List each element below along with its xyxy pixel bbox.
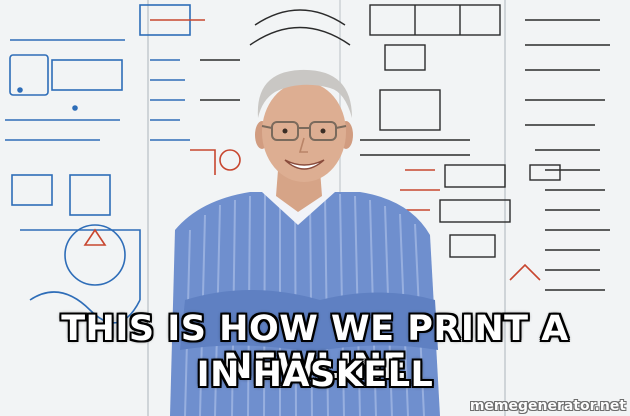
whiteboard-scribbles-red <box>83 19 541 281</box>
smile <box>284 159 325 170</box>
site-watermark: memegenerator.net <box>469 398 626 414</box>
crossed-arms <box>180 290 438 352</box>
whiteboard-scribbles-left <box>5 4 191 324</box>
grey-hair <box>257 69 352 118</box>
face <box>262 82 346 182</box>
caption-top-line: THIS IS HOW WE PRINT A NEWLINE <box>61 309 569 387</box>
professor-figure <box>170 69 440 416</box>
whiteboard-scribbles-dark <box>200 4 610 291</box>
glasses <box>261 121 347 141</box>
caption-bottom-line: IN HASKELL <box>196 355 434 395</box>
